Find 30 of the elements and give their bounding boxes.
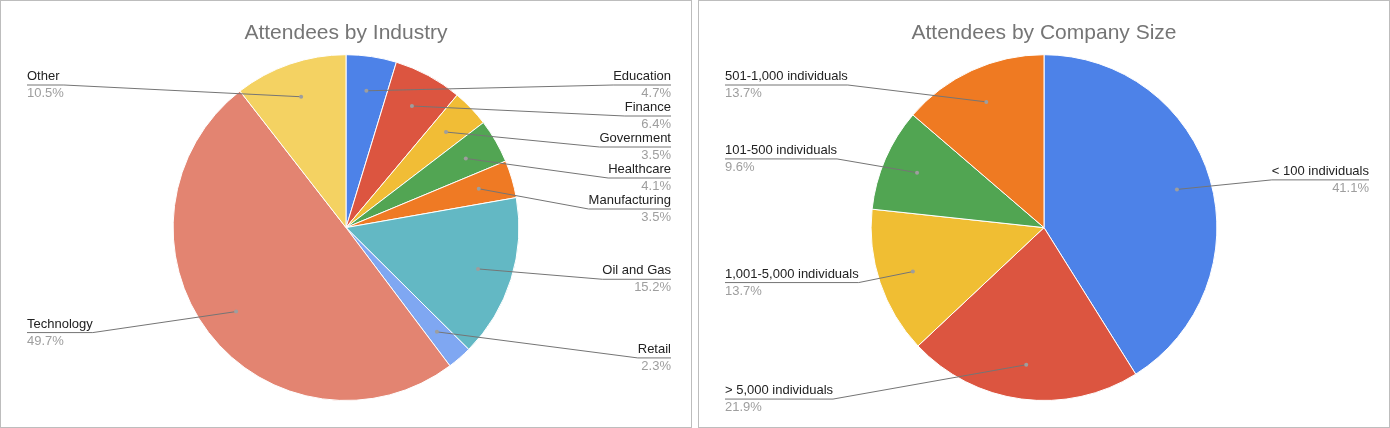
slice-label: 501-1,000 individuals (725, 68, 849, 84)
data-label: 3.5% (641, 147, 672, 163)
slice-label: Retail (637, 341, 672, 357)
slice-label: Finance (624, 99, 671, 115)
slice-label: 1,001-5,000 individuals (725, 265, 860, 281)
data-label: 49.7% (27, 332, 65, 348)
data-label: 6.4% (641, 116, 672, 132)
slice-label: Technology (27, 315, 94, 331)
slice-label: Other (27, 68, 61, 84)
data-label: 41.1% (1332, 179, 1370, 195)
slice-label: Government (599, 130, 672, 146)
data-label: 3.5% (641, 209, 672, 225)
data-label: 2.3% (641, 358, 672, 374)
data-label: 13.7% (725, 282, 763, 298)
slice-label: Healthcare (608, 161, 671, 177)
slice-label: Education (613, 68, 671, 84)
data-label: 4.1% (641, 178, 672, 194)
chart-title: Attendees by Industry (244, 20, 449, 44)
chart-title: Attendees by Company Size (911, 20, 1177, 44)
data-label: 13.7% (725, 85, 763, 101)
data-label: 9.6% (725, 159, 756, 175)
data-label: 15.2% (634, 279, 672, 295)
data-label: 21.9% (725, 399, 763, 415)
slice-label: > 5,000 individuals (725, 382, 834, 398)
slice-label: Manufacturing (588, 192, 671, 208)
slice-label: < 100 individuals (1271, 162, 1370, 178)
slice-label: 101-500 individuals (725, 142, 838, 158)
slice-label: Oil and Gas (602, 262, 672, 278)
data-label: 10.5% (27, 85, 65, 101)
data-label: 4.7% (641, 85, 672, 101)
